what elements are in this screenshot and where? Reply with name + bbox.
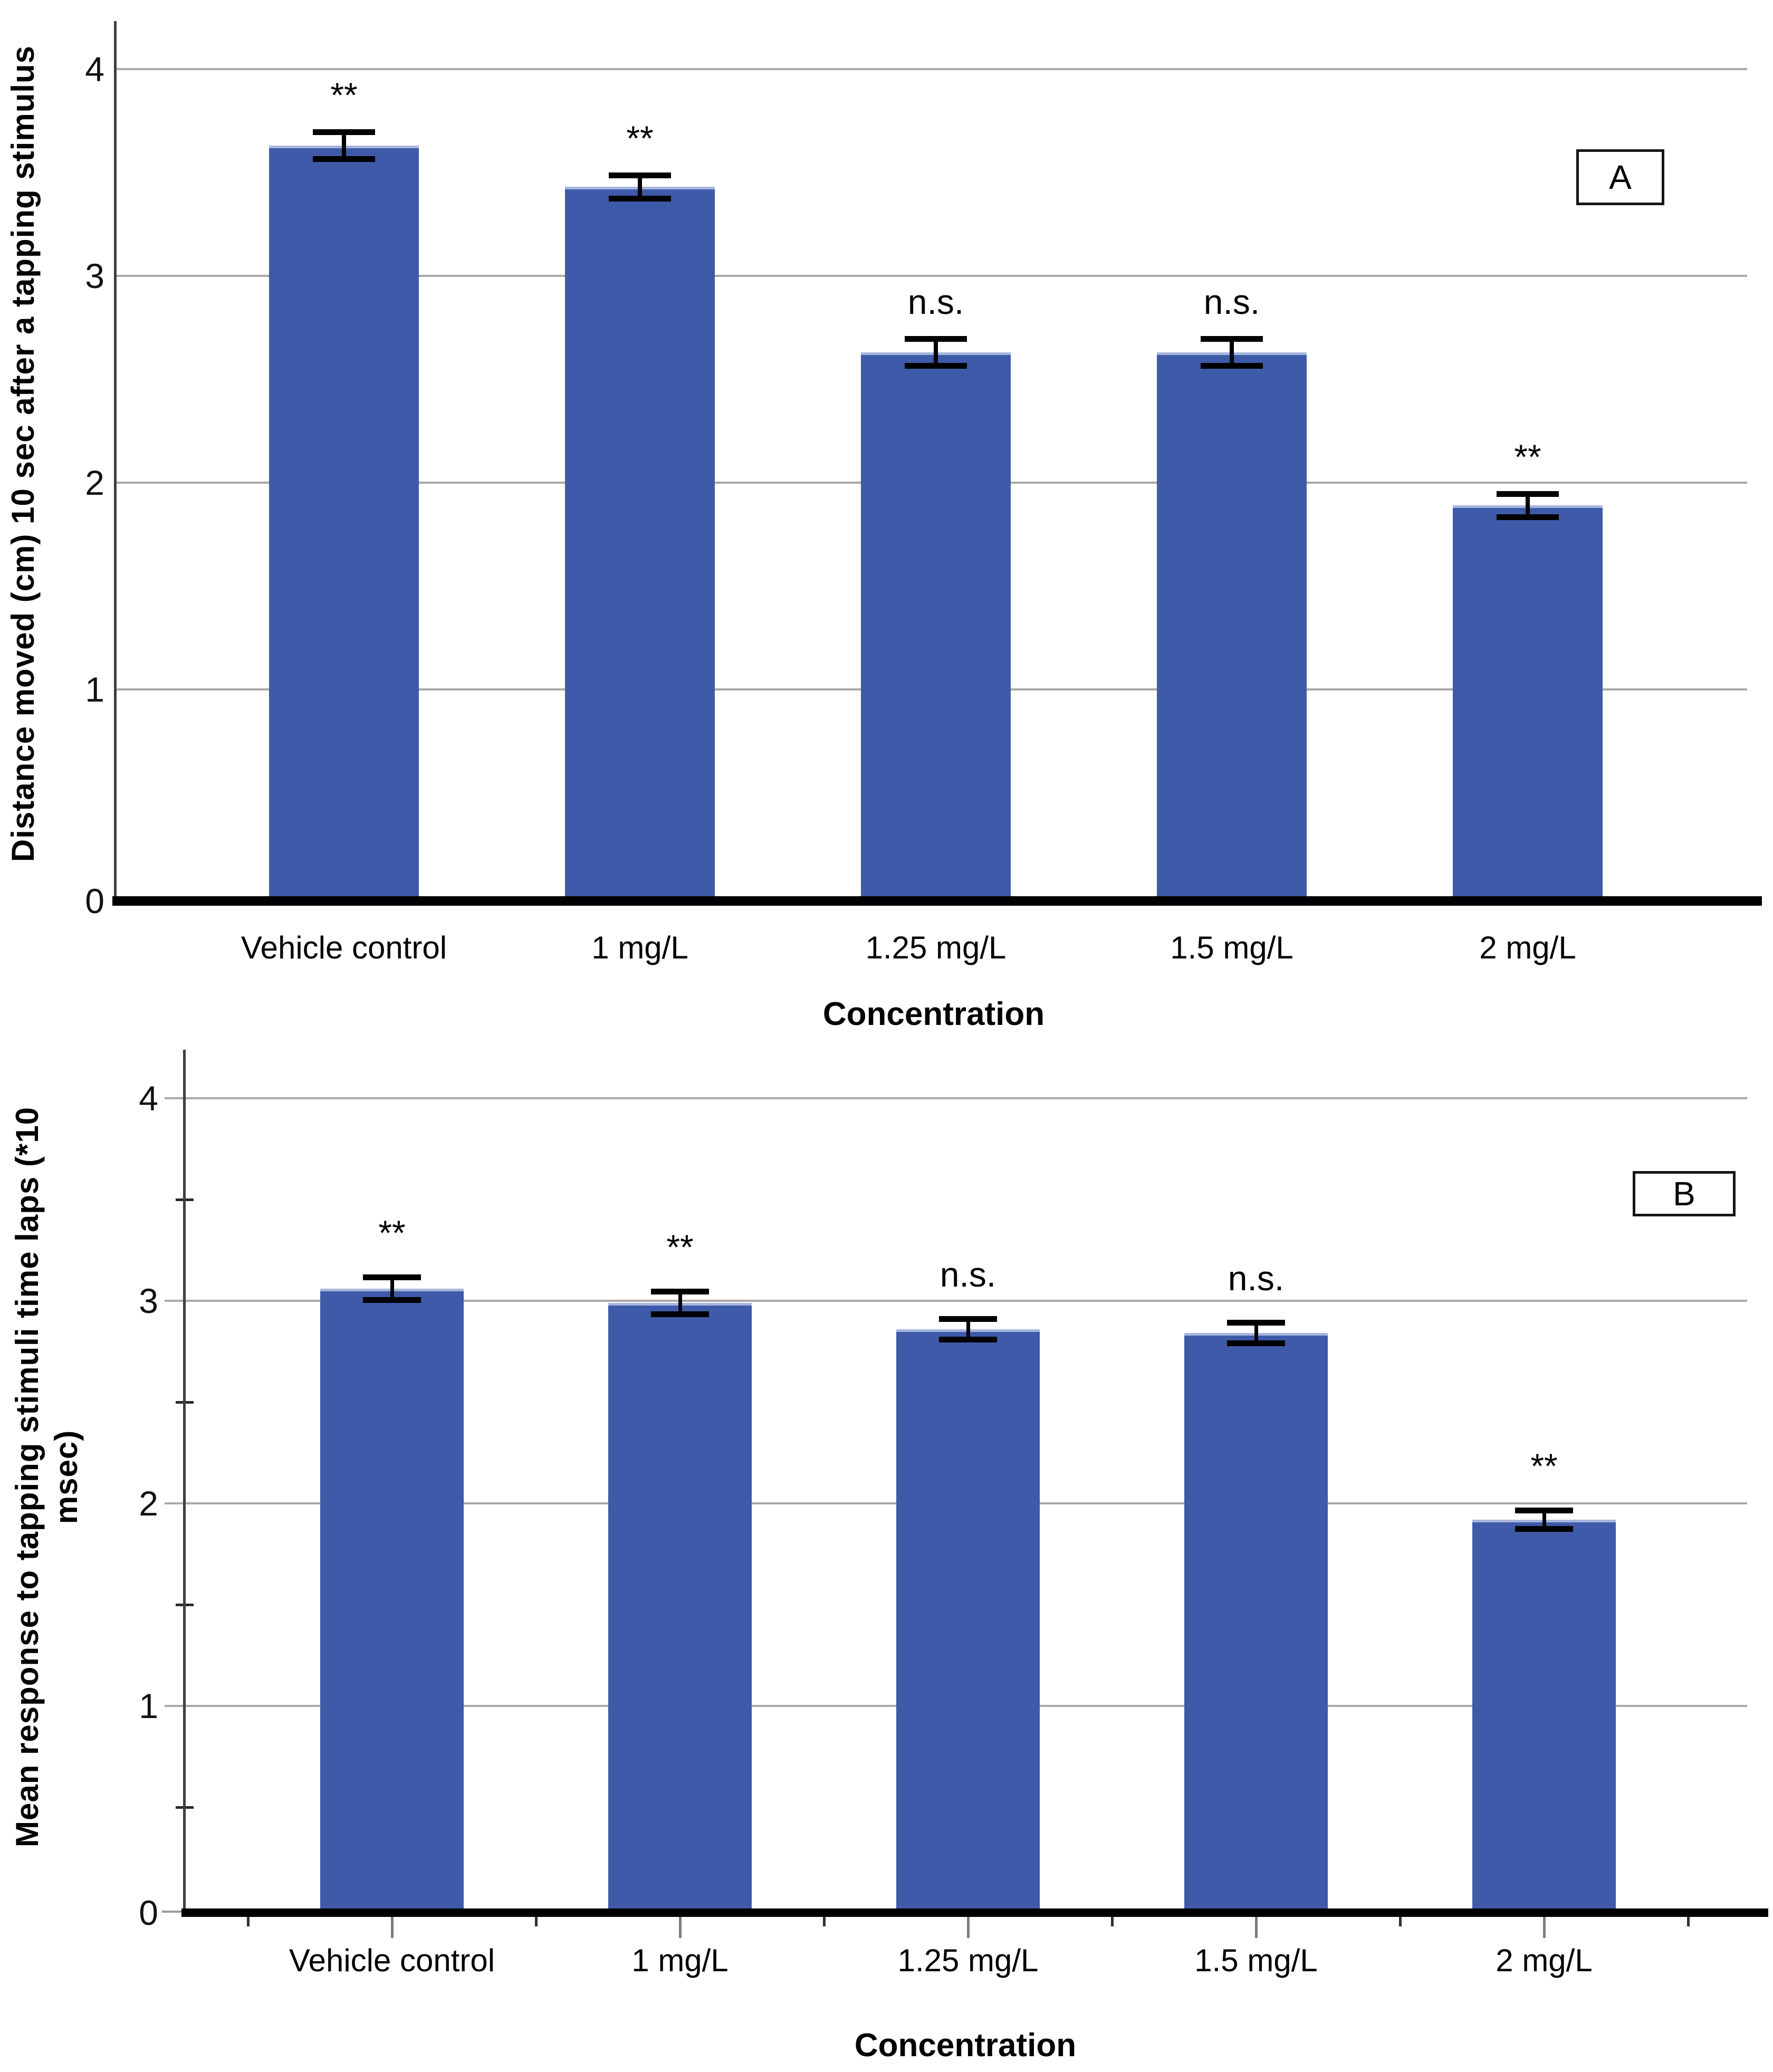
error-bar-cap-top [939, 1316, 997, 1322]
significance-annotation: n.s. [907, 282, 964, 321]
gridline [165, 1300, 1747, 1302]
x-tick-label: Vehicle control [289, 1943, 495, 1978]
y-tick-label: 4 [85, 50, 104, 89]
x-minor-tick [247, 1917, 250, 1926]
error-bar-line [342, 129, 346, 162]
bar [1157, 352, 1307, 896]
x-tick-label: 1.25 mg/L [865, 930, 1007, 965]
error-bar-cap-top [313, 129, 375, 135]
bar [565, 187, 715, 896]
error-bar-line [1254, 1320, 1258, 1347]
y-tick-label: 2 [85, 463, 104, 502]
significance-annotation: n.s. [1203, 282, 1260, 321]
x-tick-label: 2 mg/L [1496, 1943, 1593, 1978]
significance-annotation: ** [1530, 1446, 1558, 1485]
significance-annotation: ** [330, 75, 358, 114]
y-zero-tick [162, 1911, 182, 1913]
error-bar-line [1542, 1507, 1546, 1532]
bar [861, 352, 1011, 896]
error-bar-cap-bottom [1227, 1340, 1285, 1347]
x-major-tick [967, 1917, 970, 1938]
x-tick-label: 1 mg/L [591, 930, 688, 965]
panel-letter-a: A [1609, 158, 1632, 196]
error-bar-cap-bottom [313, 156, 375, 162]
error-bar-line [638, 172, 642, 202]
error-bar-line [934, 335, 938, 369]
gridline [165, 1097, 1747, 1099]
significance-annotation: n.s. [1228, 1259, 1285, 1298]
bar [1453, 505, 1603, 896]
significance-annotation: ** [1514, 437, 1541, 476]
bar [320, 1288, 464, 1908]
error-bar-cap-bottom [609, 195, 671, 202]
bar [896, 1329, 1040, 1908]
error-bar-cap-bottom [363, 1297, 421, 1303]
x-tick-label: 1 mg/L [631, 1943, 729, 1978]
x-major-tick [679, 1917, 682, 1938]
error-bar-cap-bottom [939, 1336, 997, 1342]
x-minor-tick [1399, 1917, 1402, 1926]
bar [1472, 1519, 1616, 1908]
error-bar-line [966, 1316, 970, 1342]
error-bar-cap-top [1497, 491, 1559, 497]
panel-label-box-a: A [1576, 149, 1664, 205]
y-tick-label: 0 [139, 1893, 158, 1932]
x-minor-tick [823, 1917, 826, 1926]
error-bar-cap-top [1227, 1320, 1285, 1326]
error-bar-line [1230, 335, 1234, 369]
error-bar-cap-top [905, 335, 967, 342]
x-minor-tick [535, 1917, 538, 1926]
bar [608, 1302, 752, 1908]
y-axis-line [183, 1050, 186, 1917]
error-bar-cap-top [651, 1288, 709, 1294]
gridline [116, 68, 1747, 70]
x-tick-label: 1.25 mg/L [897, 1943, 1039, 1978]
error-bar-line [390, 1274, 394, 1303]
x-major-tick [1255, 1917, 1258, 1938]
y-tick-label: 0 [85, 881, 104, 920]
x-major-tick [1543, 1917, 1546, 1938]
significance-annotation: ** [626, 119, 654, 158]
panel-label-box-b: B [1633, 1171, 1736, 1216]
gridline [116, 275, 1747, 277]
x-axis-baseline [112, 896, 1762, 906]
error-bar-cap-top [1201, 335, 1263, 342]
error-bar-cap-bottom [905, 363, 967, 369]
error-bar-cap-bottom [1201, 363, 1263, 369]
x-minor-tick [1687, 1917, 1690, 1926]
x-tick-label: Vehicle control [241, 930, 447, 965]
x-major-tick [391, 1917, 394, 1938]
error-bar-cap-bottom [651, 1311, 709, 1317]
x-tick-label: 2 mg/L [1479, 930, 1576, 965]
y-tick-label: 3 [139, 1281, 158, 1320]
error-bar-cap-top [609, 172, 671, 178]
error-bar-line [678, 1288, 682, 1317]
significance-annotation: n.s. [940, 1254, 996, 1294]
x-axis-title-b: Concentration [854, 2027, 1077, 2064]
x-axis-title-a: Concentration [822, 996, 1045, 1032]
significance-annotation: ** [666, 1227, 694, 1267]
x-axis-baseline [181, 1908, 1768, 1917]
y-tick-label: 2 [139, 1484, 158, 1523]
y-tick-label: 1 [139, 1686, 158, 1725]
significance-annotation: ** [378, 1213, 406, 1253]
x-tick-label: 1.5 mg/L [1170, 930, 1293, 965]
y-tick-label: 3 [85, 256, 104, 295]
x-minor-tick [1111, 1917, 1114, 1926]
error-bar-cap-top [1515, 1507, 1573, 1513]
error-bar-cap-bottom [1515, 1526, 1573, 1532]
x-tick-label: 1.5 mg/L [1194, 1943, 1318, 1978]
error-bar-cap-top [363, 1274, 421, 1281]
bar [1184, 1333, 1328, 1908]
y-tick-label: 1 [85, 670, 104, 709]
error-bar-line [1526, 491, 1530, 520]
panel-letter-b: B [1673, 1175, 1695, 1213]
error-bar-cap-bottom [1497, 514, 1559, 520]
bar [269, 146, 419, 896]
y-tick-label: 4 [139, 1079, 158, 1118]
y-axis-line [114, 21, 117, 906]
